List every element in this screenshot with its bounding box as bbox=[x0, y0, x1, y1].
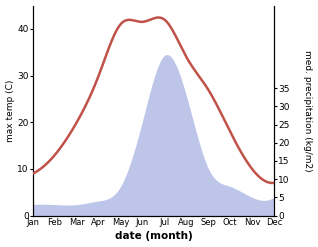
X-axis label: date (month): date (month) bbox=[114, 231, 192, 242]
Y-axis label: med. precipitation (kg/m2): med. precipitation (kg/m2) bbox=[303, 50, 313, 171]
Y-axis label: max temp (C): max temp (C) bbox=[5, 79, 15, 142]
